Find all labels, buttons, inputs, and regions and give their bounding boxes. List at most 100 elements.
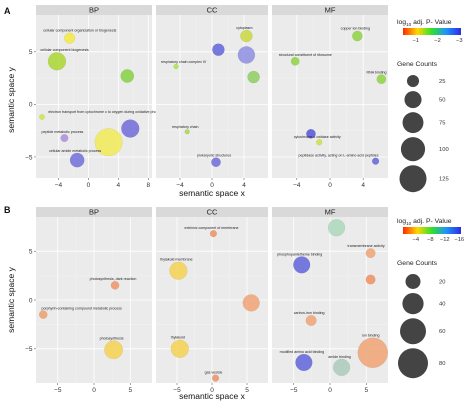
data-point bbox=[237, 46, 256, 64]
data-point-label: ion binding bbox=[362, 334, 379, 338]
data-point bbox=[293, 256, 311, 274]
facet-strip bbox=[156, 5, 268, 15]
y-tick-label: 5 bbox=[29, 248, 33, 255]
data-point bbox=[173, 63, 179, 70]
facet-strip-label: CC bbox=[207, 208, 218, 217]
data-point-label: gas vesicle bbox=[205, 371, 223, 375]
x-tick-label: 8 bbox=[146, 182, 150, 189]
facet-mf: MF −5 0 5 transmembrane activity phosphopante… bbox=[272, 207, 388, 394]
size-key-circle bbox=[398, 348, 428, 379]
data-point-label: carbon-iron binding bbox=[294, 311, 325, 315]
size-key-label: 125 bbox=[439, 177, 449, 183]
data-point bbox=[169, 261, 188, 280]
data-point-label: modified amino acid binding bbox=[280, 350, 325, 354]
x-tick-label: −4 bbox=[176, 182, 184, 189]
facet-cc: CC −5 0 5 extrinsic component of membrane thy… bbox=[156, 207, 268, 394]
data-point-label: extrinsic component of membrane bbox=[184, 226, 238, 230]
data-point-label: cellular component organization or bioge… bbox=[43, 29, 116, 33]
size-key-circle bbox=[405, 274, 421, 289]
data-point bbox=[38, 310, 48, 319]
color-legend-subscript: 10 bbox=[406, 22, 412, 27]
data-point bbox=[316, 139, 323, 146]
panel-letter: B bbox=[4, 205, 11, 215]
data-point-label: structural constituent of ribosome bbox=[279, 53, 332, 57]
y-tick-label: 0 bbox=[29, 297, 33, 304]
x-tick-label: 5 bbox=[364, 387, 368, 394]
y-axis-title: semantic space y bbox=[6, 266, 16, 332]
size-key-label: 80 bbox=[439, 361, 445, 367]
panel-background bbox=[36, 15, 152, 178]
facet-mf: MF −4 0 4 copper ion binding structural const… bbox=[272, 5, 388, 189]
y-tick-label: −5 bbox=[25, 154, 33, 161]
size-key-label: 75 bbox=[439, 121, 445, 127]
facet-cc: CC −4 0 4 cytoplasm respiratory chain complex… bbox=[156, 5, 268, 189]
color-legend-title-rest: adj. P- Value bbox=[411, 19, 452, 26]
legend: log10 adj. P- Value −4 −8 −12 −16 Gene Counts… bbox=[397, 218, 464, 379]
size-key-circle bbox=[404, 91, 422, 109]
x-tick-label: 5 bbox=[128, 387, 132, 394]
data-point-label: porphyrin-containing compound metabolic … bbox=[41, 306, 122, 310]
data-point-label: thylakoid membrane bbox=[160, 258, 192, 262]
size-legend-title: Gene Counts bbox=[397, 61, 438, 68]
facet-bp: BP −5 0 5 −5 0 5 photosynthesis, dark reaction p… bbox=[25, 207, 152, 394]
data-point-label: photosynthesis bbox=[100, 336, 124, 340]
data-point bbox=[47, 52, 67, 71]
size-key-label: 100 bbox=[439, 147, 449, 153]
data-point bbox=[327, 219, 346, 237]
data-point bbox=[372, 157, 380, 165]
data-point-label: peptidase activity, acting on L-amino ac… bbox=[299, 154, 379, 158]
x-tick-label: −5 bbox=[173, 387, 181, 394]
color-bar bbox=[403, 227, 461, 234]
data-point bbox=[306, 129, 316, 139]
data-point bbox=[357, 337, 388, 368]
x-tick-label: 4 bbox=[361, 182, 365, 189]
data-point bbox=[352, 30, 363, 42]
x-tick-label: 4 bbox=[117, 182, 121, 189]
data-point bbox=[209, 230, 217, 238]
size-key-circle bbox=[400, 137, 426, 162]
x-tick-label: 0 bbox=[92, 387, 96, 394]
data-point bbox=[60, 134, 69, 143]
color-tick-label: −3 bbox=[456, 38, 463, 44]
data-point bbox=[39, 114, 45, 120]
color-tick-label: −4 bbox=[412, 237, 419, 243]
data-point bbox=[333, 358, 351, 376]
data-point-label: transmembrane activity bbox=[348, 244, 385, 248]
size-key-label: 60 bbox=[439, 329, 445, 335]
data-point bbox=[212, 43, 225, 56]
size-key-circle bbox=[406, 75, 420, 88]
color-legend-title-rest: adj. P- Value bbox=[411, 218, 452, 225]
color-bar bbox=[403, 28, 461, 35]
x-tick-label: 0 bbox=[210, 387, 214, 394]
data-point bbox=[247, 70, 260, 84]
data-point bbox=[365, 248, 376, 259]
y-axis-title: semantic space y bbox=[6, 66, 16, 132]
color-legend-title: log10 adj. P- Value bbox=[397, 19, 452, 27]
color-tick-label: −2 bbox=[434, 38, 441, 44]
x-tick-label: 0 bbox=[87, 182, 91, 189]
x-tick-label: −5 bbox=[54, 387, 62, 394]
color-legend-subscript: 10 bbox=[406, 221, 412, 226]
data-point-label: RNA binding bbox=[367, 70, 387, 74]
facet-strip bbox=[36, 5, 152, 15]
facet-bp: BP −4 0 4 8 −5 0 5 cellular component organizati… bbox=[25, 5, 176, 189]
data-point bbox=[211, 374, 220, 382]
color-tick-label: −1 bbox=[412, 38, 419, 44]
size-key-circle bbox=[399, 165, 427, 193]
x-tick-label: 5 bbox=[245, 387, 249, 394]
data-point bbox=[211, 157, 221, 168]
x-axis-title: semantic space x bbox=[179, 391, 245, 401]
data-point-label: respiratory chain complex IV bbox=[161, 60, 207, 64]
size-key-circle bbox=[402, 112, 424, 134]
data-point bbox=[295, 353, 313, 372]
data-point-label: copper ion binding bbox=[341, 27, 370, 31]
data-point-label: photosynthesis, dark reaction bbox=[90, 277, 137, 281]
facet-strip-label: BP bbox=[89, 208, 99, 217]
data-point-label: thylakoid bbox=[171, 336, 185, 340]
data-point bbox=[305, 315, 317, 326]
legend: log10 adj. P- Value −1 −2 −3 Gene Counts 25 50… bbox=[397, 19, 463, 193]
x-tick-label: 0 bbox=[210, 182, 214, 189]
x-tick-label: −4 bbox=[293, 182, 301, 189]
facet-strip bbox=[156, 207, 268, 217]
